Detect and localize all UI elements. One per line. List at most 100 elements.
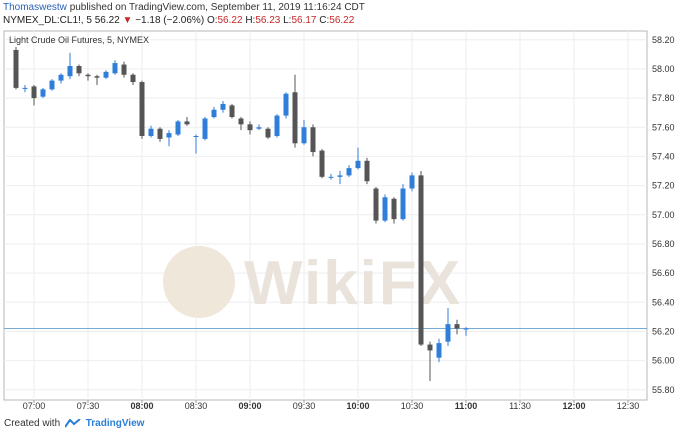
footer: Created with TradingView <box>4 418 144 429</box>
candle[interactable] <box>220 101 226 113</box>
candle[interactable] <box>193 134 199 154</box>
y-tick-label: 56.40 <box>652 297 675 307</box>
candle[interactable] <box>346 165 352 177</box>
x-tick-label: 12:00 <box>562 401 585 411</box>
candle[interactable] <box>427 341 433 382</box>
candle[interactable] <box>400 184 406 221</box>
candle[interactable] <box>103 70 109 80</box>
quote-line: NYMEX_DL:CL1!, 5 56.22 ▼ −1.18 (−2.06%) … <box>3 15 354 26</box>
x-tick-label: 11:00 <box>455 401 478 411</box>
candle[interactable] <box>121 61 127 78</box>
candle[interactable] <box>256 124 262 131</box>
candle[interactable] <box>445 308 451 347</box>
candle[interactable] <box>301 119 307 145</box>
candle-body <box>301 127 307 144</box>
symbol-label: NYMEX_DL:CL1!, 5 <box>3 15 92 26</box>
candle[interactable] <box>382 194 388 223</box>
candle-body <box>67 66 73 77</box>
candle-body <box>13 49 19 88</box>
candle[interactable] <box>166 130 172 147</box>
candle[interactable] <box>337 171 343 185</box>
candle-body <box>202 118 208 139</box>
candle[interactable] <box>310 124 316 157</box>
candle-body <box>346 168 352 176</box>
candle[interactable] <box>157 127 163 142</box>
candle-body <box>283 93 289 116</box>
candle-body <box>184 121 190 125</box>
candle[interactable] <box>148 125 154 138</box>
candle[interactable] <box>364 157 370 185</box>
plot-area[interactable] <box>3 30 648 401</box>
candle[interactable] <box>184 117 190 126</box>
publisher-line: Thomaswestw published on TradingView.com… <box>3 2 365 13</box>
x-tick-label: 08:00 <box>130 401 153 411</box>
candle[interactable] <box>211 106 217 119</box>
candle[interactable] <box>175 119 181 137</box>
candle-body <box>112 63 118 74</box>
low-label: L: <box>283 15 292 26</box>
candle-body <box>220 103 226 110</box>
candle-body <box>121 64 127 75</box>
candle-body <box>400 188 406 220</box>
candle[interactable] <box>67 52 73 80</box>
x-tick-label: 09:00 <box>238 401 261 411</box>
candle-body <box>40 89 46 97</box>
change-arrow-icon: ▼ <box>122 15 133 26</box>
candle[interactable] <box>238 117 244 131</box>
change-value: −1.18 (−2.06%) <box>135 15 205 26</box>
y-tick-label: 55.80 <box>652 385 675 395</box>
candle-body <box>94 76 100 78</box>
candle[interactable] <box>40 87 46 99</box>
x-tick-label: 12:30 <box>617 401 640 411</box>
candle[interactable] <box>130 73 136 85</box>
candle[interactable] <box>31 84 37 106</box>
y-tick-label: 58.00 <box>652 64 675 74</box>
y-axis[interactable]: 58.20 58.00 57.80 57.60 57.40 57.20 57.00 56.80… <box>652 35 675 395</box>
open-value: 56.22 <box>217 15 243 26</box>
candle[interactable] <box>292 74 298 148</box>
candle[interactable] <box>274 114 280 138</box>
candle[interactable] <box>355 147 361 170</box>
candle-body <box>373 188 379 221</box>
candle[interactable] <box>94 74 100 85</box>
candle[interactable] <box>85 73 91 81</box>
candle[interactable] <box>391 197 397 224</box>
candle[interactable] <box>463 327 469 336</box>
candle[interactable] <box>76 64 82 77</box>
candle[interactable] <box>49 79 55 91</box>
candle-body <box>229 105 235 118</box>
candle[interactable] <box>112 60 118 75</box>
candle[interactable] <box>283 92 289 119</box>
candle[interactable] <box>409 172 415 192</box>
candle[interactable] <box>373 187 379 224</box>
candle[interactable] <box>454 319 460 335</box>
candle-body <box>436 343 442 358</box>
candle-body <box>454 324 460 329</box>
candle-body <box>157 128 163 139</box>
candle[interactable] <box>436 338 442 363</box>
candle[interactable] <box>22 84 28 93</box>
candle[interactable] <box>202 117 208 141</box>
candle[interactable] <box>247 121 253 135</box>
author-link[interactable]: Thomaswestw <box>3 2 67 13</box>
candle[interactable] <box>418 171 424 347</box>
candle[interactable] <box>229 103 235 119</box>
x-axis[interactable]: 07:00 07:30 08:00 08:30 09:00 09:30 10:00 10:30… <box>23 400 640 411</box>
candle-body <box>391 198 397 220</box>
candle[interactable] <box>139 80 145 139</box>
candle[interactable] <box>265 127 271 139</box>
candle[interactable] <box>328 173 334 180</box>
candle[interactable] <box>319 149 325 179</box>
candle[interactable] <box>13 47 19 90</box>
candle-body <box>247 124 253 131</box>
candles <box>13 47 469 382</box>
y-tick-label: 56.80 <box>652 239 675 249</box>
candle-body <box>166 133 172 138</box>
y-tick-label: 56.20 <box>652 326 675 336</box>
tradingview-brand[interactable]: TradingView <box>85 418 145 429</box>
candle[interactable] <box>58 73 64 84</box>
x-tick-label: 10:00 <box>346 401 369 411</box>
candle-body <box>355 160 361 169</box>
grid <box>4 31 647 400</box>
